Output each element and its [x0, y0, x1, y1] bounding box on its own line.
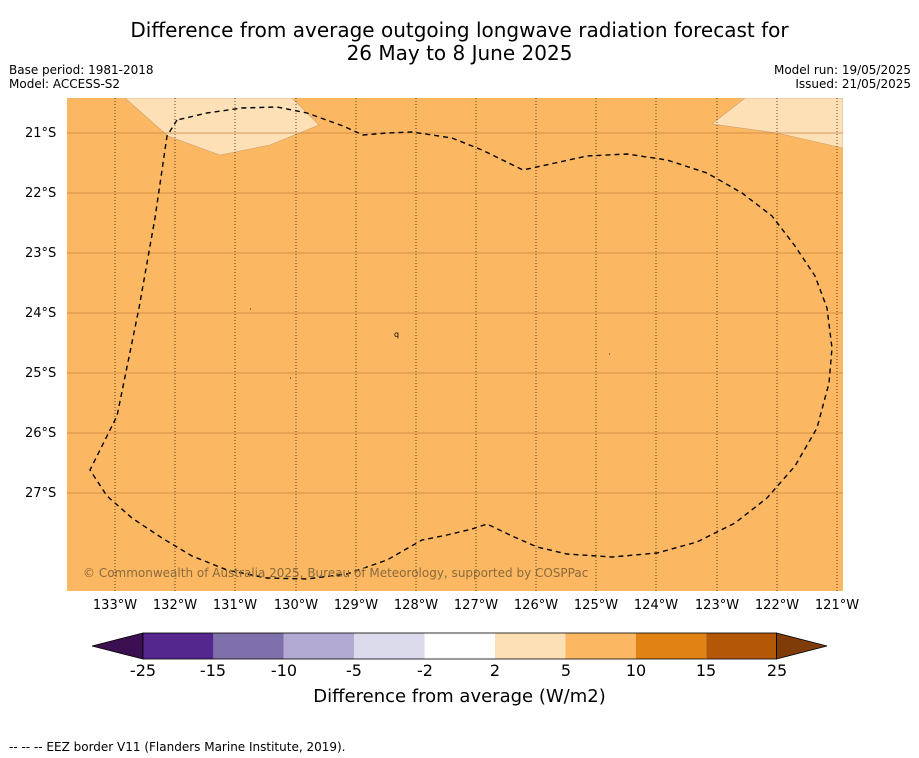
lon-label: 122°W [754, 598, 800, 613]
eez-footnote: -- -- -- EEZ border V11 (Flanders Marine… [9, 740, 346, 754]
issued-date: Issued: 21/05/2025 [795, 77, 911, 91]
map-svg [67, 98, 843, 591]
colorbar-tick: 15 [695, 661, 717, 680]
colorbar-segment [565, 633, 636, 659]
colorbar [91, 632, 828, 660]
light-region-northeast [711, 98, 843, 149]
lat-gridlines [67, 132, 843, 494]
colorbar-tick: 10 [625, 661, 647, 680]
colorbar-tick: -10 [270, 661, 298, 680]
title-line-2: 26 May to 8 June 2025 [346, 41, 573, 65]
colorbar-segment [424, 633, 495, 659]
model-run: Model run: 19/05/2025 [773, 63, 911, 77]
lon-label: 127°W [453, 598, 499, 613]
lon-label: 132°W [152, 598, 198, 613]
colorbar-tick: -5 [346, 661, 362, 680]
lon-label: 129°W [333, 598, 379, 613]
colorbar-extend-low [91, 632, 144, 660]
lat-label: 22°S [25, 186, 57, 201]
eez-border [89, 106, 833, 580]
lat-label: 25°S [25, 366, 57, 381]
colorbar-segment [354, 633, 425, 659]
lat-label: 26°S [25, 426, 57, 441]
lon-label: 133°W [92, 598, 138, 613]
colorbar-extend-high [776, 632, 828, 660]
base-period: Base period: 1981-2018 [9, 63, 154, 77]
colorbar-frame [142, 632, 777, 660]
lat-label: 23°S [25, 246, 57, 261]
lat-label: 21°S [25, 126, 57, 141]
meta-right: Model run: 19/05/2025 Issued: 21/05/2025 [774, 63, 911, 91]
model-name: Model: ACCESS-S2 [9, 77, 121, 91]
copyright-notice: © Commonwealth of Australia 2025, Bureau… [83, 566, 589, 580]
lon-label: 130°W [273, 598, 319, 613]
colorbar-tick: 2 [489, 661, 501, 680]
colorbar-tick: -2 [417, 661, 433, 680]
lon-label: 131°W [212, 598, 258, 613]
colorbar-segment [706, 633, 777, 659]
colorbar-segment [213, 633, 284, 659]
lat-label: 27°S [25, 486, 57, 501]
colorbar-tick: 5 [560, 661, 572, 680]
title-line-1: Difference from average outgoing longwav… [130, 18, 789, 42]
meta-left: Base period: 1981-2018 Model: ACCESS-S2 [9, 63, 154, 91]
lon-label: 125°W [573, 598, 619, 613]
colorbar-tick: -25 [129, 661, 157, 680]
colorbar-segment [495, 633, 566, 659]
colorbar-segment [143, 633, 214, 659]
colorbar-tick: -15 [199, 661, 227, 680]
colorbar-segment [283, 633, 355, 659]
lon-label: 121°W [814, 598, 860, 613]
colorbar-segment [635, 633, 707, 659]
lon-label: 126°W [513, 598, 559, 613]
colorbar-tick: 25 [766, 661, 788, 680]
colorbar-title: Difference from average (W/m2) [313, 686, 606, 707]
map-panel: © Commonwealth of Australia 2025, Bureau… [67, 98, 843, 591]
lat-label: 24°S [25, 306, 57, 321]
lon-label: 123°W [694, 598, 740, 613]
lon-gridlines [114, 98, 838, 591]
lon-label: 128°W [393, 598, 439, 613]
light-region-north [124, 98, 320, 156]
lon-label: 124°W [633, 598, 679, 613]
island-label: q [394, 330, 400, 339]
chart-title: Difference from average outgoing longwav… [0, 19, 919, 65]
islands [250, 308, 610, 379]
